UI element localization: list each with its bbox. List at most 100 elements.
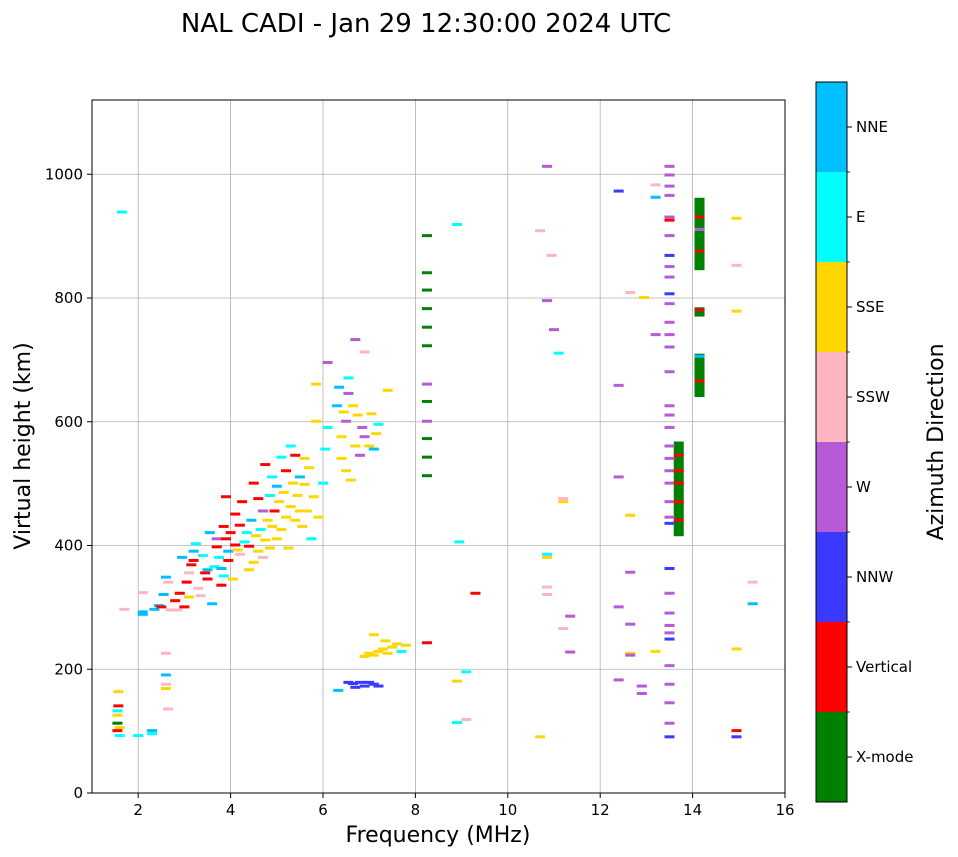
data-point <box>257 509 268 513</box>
data-point <box>331 404 342 408</box>
data-point <box>373 422 384 426</box>
data-point <box>223 558 234 562</box>
data-point <box>650 649 661 653</box>
data-point <box>625 570 636 574</box>
data-point <box>137 610 148 614</box>
colorbar-label: NNE <box>856 118 888 136</box>
data-point <box>350 444 361 448</box>
data-point <box>664 320 675 324</box>
data-point <box>262 518 273 522</box>
data-point <box>401 643 412 647</box>
grid-lines <box>92 100 785 793</box>
data-point <box>421 641 432 645</box>
data-point <box>639 296 650 299</box>
data-point <box>542 164 553 168</box>
data-point <box>117 210 128 214</box>
data-point <box>664 664 675 668</box>
data-point <box>237 500 248 504</box>
data-point <box>281 515 292 519</box>
data-point <box>613 605 624 609</box>
data-point <box>454 540 465 544</box>
data-point <box>613 189 624 193</box>
data-point <box>461 670 472 674</box>
data-point <box>318 481 328 485</box>
data-point <box>731 309 742 313</box>
data-point <box>694 354 705 358</box>
colorbar-title: Azimuth Direction <box>924 343 949 540</box>
colorbar-segment <box>816 172 847 262</box>
data-point <box>281 469 292 473</box>
data-point <box>137 591 148 595</box>
data-point <box>664 701 675 705</box>
data-point <box>160 673 171 677</box>
data-point <box>311 382 322 386</box>
data-point <box>558 627 569 631</box>
data-point <box>230 512 241 516</box>
data-marks <box>112 164 758 739</box>
data-point <box>664 456 675 460</box>
data-point <box>160 575 171 579</box>
data-point <box>260 538 271 542</box>
data-point <box>664 234 675 238</box>
data-point <box>368 633 379 637</box>
data-point <box>334 385 345 389</box>
data-point <box>147 732 158 736</box>
data-point <box>378 647 389 651</box>
data-point <box>373 684 384 688</box>
y-axis-label: Virtual height (km) <box>11 342 36 549</box>
data-point <box>341 469 352 473</box>
data-point <box>255 528 266 532</box>
data-point <box>184 595 195 599</box>
data-point <box>248 560 259 564</box>
data-point <box>156 605 167 609</box>
data-point <box>172 608 183 612</box>
data-point <box>382 651 393 655</box>
axis-ticks: 2 4 6 8 10 12 14 16 0 200 400 600 800 1000 <box>45 165 795 819</box>
colorbar-segment <box>816 82 847 172</box>
data-point <box>350 685 361 689</box>
data-point <box>211 537 222 541</box>
data-point <box>673 481 684 485</box>
data-point <box>179 605 190 609</box>
data-point <box>451 222 462 226</box>
data-point <box>267 524 278 528</box>
data-point <box>283 546 294 550</box>
data-point <box>664 302 675 306</box>
data-point <box>348 404 359 408</box>
data-point <box>177 555 188 559</box>
data-point <box>421 382 432 386</box>
data-point <box>421 288 432 292</box>
data-point <box>290 453 301 457</box>
data-point <box>241 531 252 535</box>
colorbar-segment <box>816 352 847 442</box>
data-point <box>113 704 124 708</box>
colorbar-frame <box>815 81 848 803</box>
data-point <box>731 729 742 733</box>
colorbar-segment <box>816 622 847 712</box>
colorbar-label: SSE <box>856 298 885 316</box>
data-point <box>112 713 123 717</box>
data-point <box>113 690 124 694</box>
data-point <box>673 453 684 457</box>
data-point <box>613 475 624 479</box>
colorbar-segment <box>816 712 847 802</box>
data-point <box>553 351 564 355</box>
data-point <box>664 469 675 473</box>
data-point <box>112 721 123 725</box>
data-point <box>225 531 236 535</box>
data-point <box>174 591 185 595</box>
data-point <box>119 607 130 611</box>
data-point <box>664 215 675 219</box>
data-point <box>137 612 148 616</box>
y-tick-label: 600 <box>54 413 83 431</box>
data-point <box>664 413 675 417</box>
data-point <box>650 183 661 187</box>
data-point <box>613 383 624 387</box>
data-point <box>253 497 264 501</box>
data-point <box>163 580 174 584</box>
data-point <box>149 607 160 611</box>
data-point <box>220 537 231 541</box>
data-point <box>114 734 125 738</box>
data-point <box>421 325 432 329</box>
data-point <box>565 614 576 618</box>
